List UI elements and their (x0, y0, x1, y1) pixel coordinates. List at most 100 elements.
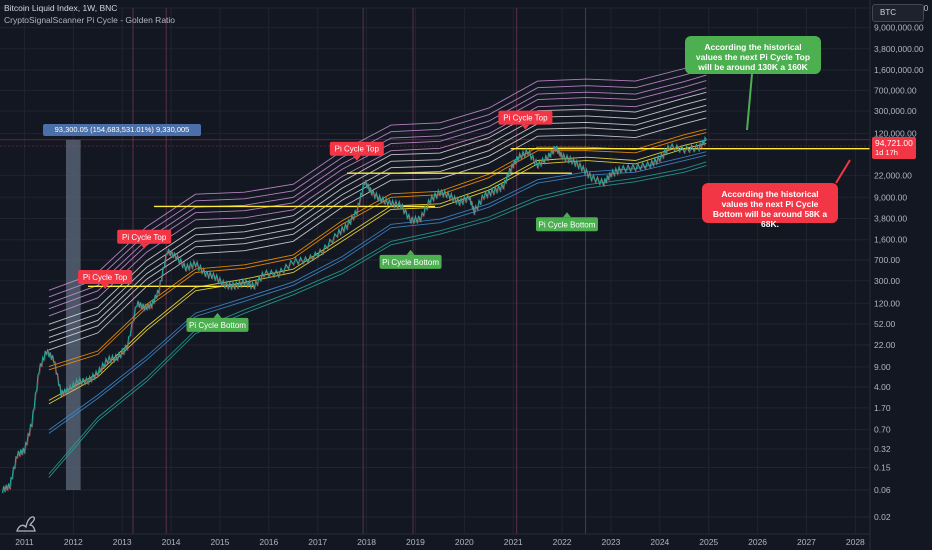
label-box (379, 254, 442, 269)
x-tick-label: 2016 (259, 537, 278, 547)
band-line (48, 74, 707, 304)
label-text: Pi Cycle Top (503, 114, 548, 123)
x-tick-label: 2011 (15, 537, 34, 547)
y-tick-label: 1,600,000.00 (874, 65, 924, 75)
x-tick-label: 2025 (699, 537, 718, 547)
x-tick-label: 2014 (162, 537, 181, 547)
x-tick-label: 2021 (504, 537, 523, 547)
band-line (48, 132, 707, 371)
y-tick-label: 22,000.00 (874, 170, 912, 180)
pi-cycle-top-label: Pi Cycle Top (498, 110, 553, 130)
label-pointer (140, 243, 149, 249)
y-tick-label: 9,000.00 (874, 192, 907, 202)
y-tick-label: 120.00 (874, 298, 900, 308)
y-tick-label: 22.00 (874, 340, 896, 350)
x-tick-label: 2017 (308, 537, 327, 547)
current-price-badge: 94,721.00 1d 17h (872, 137, 916, 159)
y-tick-label: 52.00 (874, 319, 896, 329)
band-line (48, 161, 707, 475)
measure-bar (65, 139, 81, 490)
y-tick-label: 9.00 (874, 362, 891, 372)
callout-top-arrow (746, 73, 753, 131)
band-line (48, 151, 707, 431)
y-tick-label: 300.00 (874, 276, 900, 286)
pi-cycle-bottom-label: Pi Cycle Bottom (535, 212, 598, 232)
x-tick-label: 2028 (846, 537, 865, 547)
x-tick-label: 2015 (210, 537, 229, 547)
price-series (1, 135, 708, 494)
y-tick-label: 1,600.00 (874, 235, 907, 245)
y-tick-label: 700,000.00 (874, 85, 917, 95)
pi-cycle-top-label: Pi Cycle Top (78, 270, 133, 290)
y-tick-label: 1.70 (874, 403, 891, 413)
x-tick-label: 2018 (357, 537, 376, 547)
grid (0, 7, 870, 534)
label-text: Pi Cycle Top (335, 145, 380, 154)
y-tick-label: 0.02 (874, 512, 891, 522)
y-tick-label: 300,000.00 (874, 106, 917, 116)
pi-cycle-bottom-label: Pi Cycle Bottom (186, 312, 249, 332)
band-line (48, 91, 707, 325)
band-line (48, 68, 707, 298)
band-line (48, 87, 707, 317)
y-axis: 20,000,000.009,000,000.003,800,000.001,6… (874, 3, 929, 522)
y-tick-label: 9,000,000.00 (874, 23, 924, 33)
label-pointer (562, 212, 571, 218)
pi-cycle-labels: Pi Cycle Top Pi Cycle Top Pi Cycle Bottom P… (78, 110, 598, 332)
x-tick-label: 2013 (113, 537, 132, 547)
x-tick-label: 2026 (748, 537, 767, 547)
band-line (48, 104, 707, 338)
event-lines (132, 8, 587, 534)
y-tick-label: 700.00 (874, 255, 900, 265)
measure-range (0, 139, 870, 490)
label-text: Pi Cycle Top (122, 233, 167, 242)
band-line (48, 98, 707, 332)
label-pointer (352, 155, 361, 161)
label-box (117, 229, 172, 244)
pi-cycle-top-label: Pi Cycle Top (329, 141, 384, 161)
y-tick-label: 4.00 (874, 382, 891, 392)
label-box (329, 141, 384, 156)
bar-countdown: 1d 17h (875, 148, 898, 157)
chart-title: Bitcoin Liquid Index, 1W, BNC (4, 3, 118, 13)
price-line (1, 135, 707, 493)
band-line (48, 80, 707, 310)
band-line (48, 128, 707, 367)
label-pointer (521, 124, 530, 130)
label-pointer (101, 284, 110, 290)
y-tick-label: 0.32 (874, 444, 891, 454)
y-tick-label: 0.70 (874, 425, 891, 435)
callout-arrows (746, 73, 851, 184)
callout-next-top: According the historical values the next… (685, 36, 821, 74)
tradingview-logo-icon[interactable] (14, 513, 44, 533)
x-tick-label: 2023 (601, 537, 620, 547)
pi-cycle-top-label: Pi Cycle Top (117, 229, 172, 249)
band-line (48, 164, 707, 478)
label-box (186, 317, 249, 332)
callout-bottom-arrow (835, 159, 851, 184)
label-text: Pi Cycle Bottom (189, 321, 246, 330)
label-text: Pi Cycle Bottom (382, 258, 439, 267)
x-axis: 2011 2012 2013 2014 2015 2016 2017 2018 2019 2020… (15, 537, 865, 547)
label-pointer (213, 312, 222, 318)
measure-readout: 93,300.05 (154,683,531.01%) 9,330,005 (43, 124, 201, 136)
band-line (48, 143, 707, 405)
x-tick-label: 2019 (406, 537, 425, 547)
label-text: Pi Cycle Top (83, 273, 128, 282)
current-price: 94,721.00 (875, 138, 913, 148)
x-tick-label: 2022 (553, 537, 572, 547)
y-tick-label: 3,800.00 (874, 213, 907, 223)
x-tick-label: 2027 (797, 537, 816, 547)
pi-cycle-bottom-label: Pi Cycle Bottom (379, 249, 442, 269)
label-box (78, 270, 133, 285)
band-line (48, 154, 707, 434)
x-tick-label: 2012 (64, 537, 83, 547)
x-tick-label: 2024 (650, 537, 669, 547)
label-pointer (406, 249, 415, 255)
band-line (48, 61, 707, 291)
symbol-search-button[interactable]: BTC (872, 4, 924, 22)
callout-next-bottom: According the historical values the next… (702, 183, 838, 229)
indicator-title: CryptoSignalScanner Pi Cycle - Golden Ra… (4, 15, 176, 25)
x-tick-label: 2020 (455, 537, 474, 547)
